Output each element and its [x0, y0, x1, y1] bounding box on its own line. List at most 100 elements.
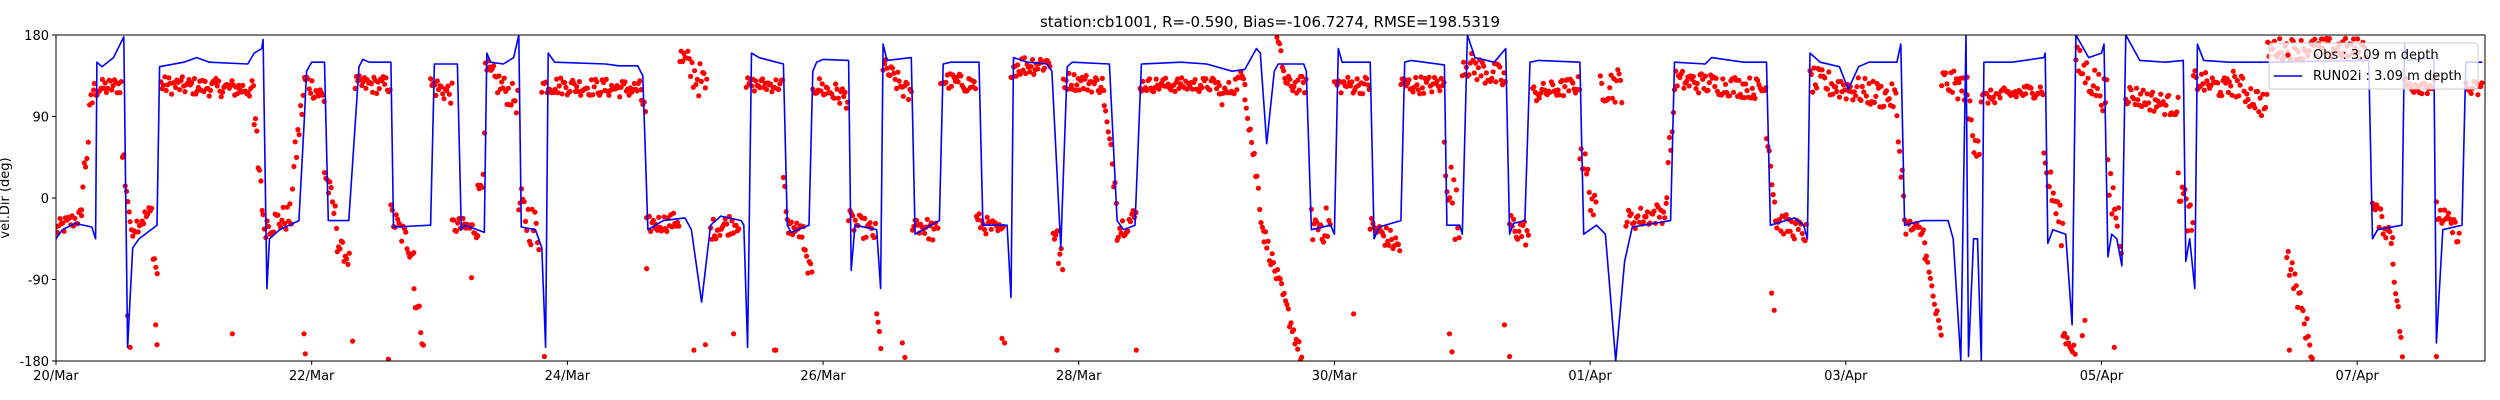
obs-point: [2225, 89, 2231, 95]
obs-point: [1057, 251, 1063, 257]
obs-point: [2479, 80, 2485, 86]
obs-point: [1074, 82, 1080, 88]
obs-point: [2395, 304, 2401, 310]
obs-point: [1015, 62, 1021, 68]
obs-point: [822, 91, 828, 97]
obs-point: [685, 48, 691, 54]
obs-point: [1452, 236, 1458, 242]
obs-point: [1907, 218, 1913, 224]
y-tick-label: 90: [32, 111, 49, 126]
obs-point: [1002, 340, 1008, 346]
obs-point: [1219, 102, 1225, 108]
obs-point: [637, 78, 643, 84]
obs-point: [240, 82, 246, 88]
obs-point: [236, 82, 242, 88]
obs-point: [689, 59, 695, 66]
obs-point: [1531, 84, 1537, 90]
obs-point: [2228, 83, 2234, 89]
obs-point: [731, 331, 737, 337]
obs-point: [1616, 71, 1622, 77]
obs-point: [1351, 311, 1357, 317]
obs-point: [1490, 69, 1496, 75]
obs-point: [1449, 200, 1455, 206]
obs-point: [1103, 108, 1109, 114]
obs-point: [1968, 117, 1974, 123]
obs-point: [1367, 226, 1373, 232]
obs-point: [2309, 355, 2315, 361]
obs-point: [776, 86, 782, 92]
obs-point: [491, 63, 497, 69]
obs-point: [769, 89, 775, 95]
obs-point: [1911, 225, 1917, 231]
obs-point: [2452, 219, 2458, 225]
obs-point: [1626, 207, 1632, 213]
obs-point: [2237, 82, 2243, 88]
obs-point: [300, 92, 306, 98]
obs-point: [2257, 95, 2263, 101]
obs-point: [2114, 223, 2120, 229]
obs-point: [1360, 91, 1366, 97]
obs-point: [1830, 91, 1836, 97]
obs-point: [2289, 260, 2295, 266]
obs-point: [1105, 129, 1111, 135]
obs-point: [1802, 238, 1808, 244]
obs-point: [2162, 111, 2168, 118]
obs-point: [692, 68, 698, 74]
obs-point: [743, 84, 749, 90]
obs-point: [2201, 87, 2207, 93]
obs-point: [539, 89, 545, 95]
obs-point: [78, 207, 85, 213]
obs-point: [2437, 207, 2443, 213]
obs-point: [1881, 103, 1887, 109]
obs-point: [455, 220, 461, 226]
obs-point: [2090, 83, 2096, 89]
obs-point: [2175, 94, 2181, 100]
obs-point: [496, 73, 502, 79]
obs-point: [2158, 91, 2164, 97]
obs-point: [191, 76, 197, 82]
obs-point: [1058, 246, 1064, 252]
obs-point: [1299, 354, 1305, 360]
obs-point: [1706, 80, 1712, 86]
obs-point: [698, 78, 704, 84]
obs-point: [2113, 215, 2119, 221]
obs-point: [91, 80, 97, 87]
obs-point: [1497, 64, 1503, 70]
obs-point: [736, 226, 742, 232]
obs-point: [1787, 228, 1793, 234]
obs-point: [1631, 220, 1637, 226]
obs-point: [1097, 89, 1103, 96]
obs-point: [1926, 269, 1932, 275]
obs-point: [218, 94, 224, 100]
obs-point: [370, 89, 376, 95]
obs-point: [1437, 88, 1443, 94]
obs-point: [889, 65, 896, 71]
obs-point: [1577, 87, 1583, 93]
obs-point: [1674, 83, 1680, 89]
obs-point: [501, 75, 507, 81]
obs-point: [1944, 81, 1950, 87]
obs-point: [418, 330, 424, 336]
x-axis: 20/Mar 22/Mar 24/Mar 26/Mar 28/Mar 30/Mar 01/A…: [33, 361, 2380, 384]
x-tick-label: 20/Mar: [33, 369, 79, 384]
model-line-series: [56, 35, 2483, 361]
obs-point: [1726, 93, 1733, 99]
obs-point: [809, 269, 815, 275]
obs-point: [265, 223, 272, 230]
obs-point: [1713, 75, 1719, 81]
obs-point: [943, 79, 949, 85]
obs-point: [567, 88, 573, 95]
obs-point: [638, 87, 644, 93]
obs-point: [2144, 91, 2150, 97]
obs-point: [2204, 78, 2210, 84]
obs-point: [475, 233, 481, 239]
obs-point: [804, 253, 810, 259]
obs-point: [2475, 92, 2481, 98]
obs-point: [1291, 84, 1297, 90]
obs-point: [2284, 254, 2290, 261]
obs-point: [2230, 68, 2236, 74]
obs-point: [1216, 82, 1222, 89]
obs-point: [1997, 95, 2003, 101]
obs-point: [2029, 90, 2035, 96]
obs-point: [1274, 267, 1281, 273]
